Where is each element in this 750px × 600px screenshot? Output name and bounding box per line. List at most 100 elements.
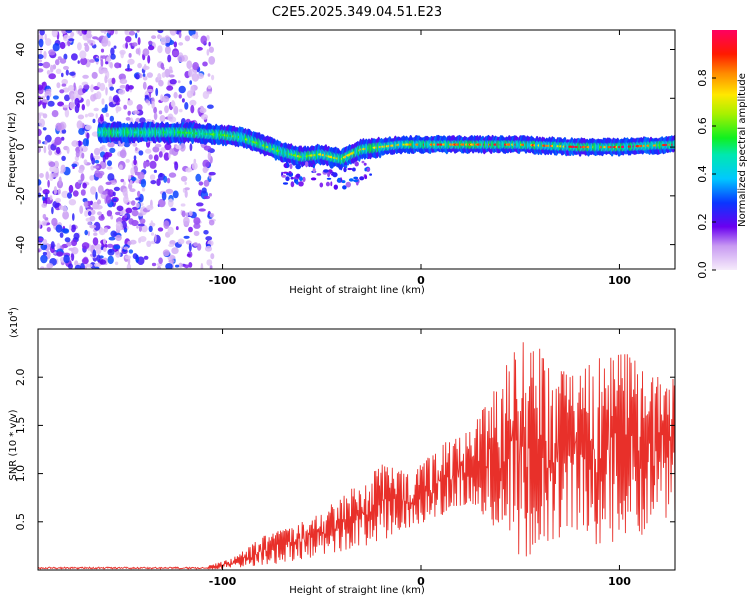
spectrogram-noise-cell bbox=[59, 232, 64, 238]
spectrogram-noise-cell bbox=[146, 204, 154, 211]
spectrogram-noise-cell bbox=[82, 182, 87, 189]
spectrogram-noise-cell bbox=[132, 253, 138, 260]
spectrogram-lobe-cell bbox=[361, 160, 365, 164]
spectrogram-noise-cell bbox=[174, 161, 179, 171]
spectrogram-noise-cell bbox=[79, 205, 84, 214]
spectrogram-noise-cell bbox=[152, 146, 160, 153]
spectrogram-noise-cell bbox=[137, 37, 141, 46]
spectrogram-noise-cell bbox=[97, 172, 103, 179]
spectrogram-noise-cell bbox=[148, 225, 153, 233]
spectrogram-noise-cell bbox=[126, 263, 132, 269]
spectrogram-noise-cell bbox=[142, 48, 150, 56]
spectrogram-noise-cell bbox=[133, 159, 137, 166]
spectrogram-lobe-cell bbox=[347, 167, 353, 171]
spectrogram-noise-cell bbox=[144, 94, 149, 98]
spectrogram-noise-cell bbox=[119, 149, 127, 159]
spectrogram-noise-cell bbox=[77, 114, 85, 120]
spectrogram-noise-cell bbox=[202, 61, 208, 67]
spectrogram-noise-cell bbox=[77, 30, 81, 34]
spectrogram-noise-cell bbox=[178, 262, 183, 268]
spectrogram-noise-cell bbox=[127, 99, 133, 106]
spectrogram-noise-cell bbox=[63, 65, 69, 70]
spectrogram-noise-cell bbox=[89, 175, 95, 181]
spectrogram-noise-cell bbox=[161, 72, 166, 78]
spectrogram-noise-cell bbox=[154, 233, 157, 243]
spectrogram-noise-cell bbox=[158, 257, 163, 265]
spectrogram-noise-cell bbox=[158, 110, 163, 115]
spectrogram-noise-cell bbox=[206, 259, 213, 266]
spectrogram-noise-cell bbox=[177, 238, 185, 245]
spectrogram-noise-cell bbox=[72, 190, 79, 197]
spectrogram-noise-cell bbox=[139, 236, 147, 242]
spectrogram-noise-cell bbox=[42, 251, 48, 256]
spectrogram-noise-cell bbox=[107, 142, 115, 148]
spectrogram-noise-cell bbox=[38, 68, 44, 73]
spectrogram-noise-cell bbox=[45, 171, 49, 181]
spectrogram-noise-cell bbox=[80, 189, 86, 196]
spectrogram-noise-cell bbox=[61, 104, 70, 108]
spectrogram-noise-cell bbox=[161, 191, 167, 201]
snr-x-axis-label: Height of straight line (km) bbox=[289, 585, 425, 596]
spectrogram-noise-cell bbox=[55, 68, 62, 75]
spectrogram-noise-cell bbox=[77, 42, 82, 51]
spectrogram-noise-cell bbox=[170, 207, 177, 212]
spectrogram-noise-cell bbox=[138, 212, 144, 217]
spectrogram-noise-cell bbox=[190, 85, 195, 94]
spectrogram-noise-cell bbox=[38, 38, 44, 48]
spectrogram-noise-cell bbox=[163, 220, 170, 230]
spectrogram-noise-cell bbox=[82, 74, 89, 79]
spectrogram-noise-cell bbox=[106, 166, 113, 170]
spectrogram-noise-cell bbox=[105, 61, 109, 65]
colorbar-tick-label: 0.6 bbox=[696, 117, 709, 135]
spectrogram-noise-cell bbox=[185, 167, 193, 173]
spectrogram-noise-cell bbox=[66, 146, 70, 154]
spectrogram-noise-cell bbox=[135, 147, 138, 151]
spectrogram-noise-cell bbox=[69, 102, 75, 108]
spectrogram-x-axis-label: Height of straight line (km) bbox=[289, 285, 425, 296]
spectrogram-noise-cell bbox=[128, 53, 132, 58]
spectrogram-noise-cell bbox=[83, 84, 90, 90]
spectrogram-noise-cell bbox=[175, 226, 179, 231]
spectrogram-noise-cell bbox=[193, 242, 199, 247]
snr-multiplier-close: ) bbox=[9, 307, 20, 311]
spectrogram-noise-cell bbox=[148, 45, 155, 51]
spectrogram-noise-cell bbox=[42, 61, 51, 69]
spectrogram-noise-cell bbox=[180, 175, 188, 182]
spectrogram-lobe-cell bbox=[326, 177, 332, 180]
spectrogram-noise-cell bbox=[93, 221, 101, 231]
spectrogram-lobe-cell bbox=[289, 163, 293, 170]
spectrogram-noise-cell bbox=[149, 174, 156, 181]
colorbar: 0.0 0.2 0.4 0.6 0.8 Normalized spectral ampl… bbox=[696, 30, 748, 279]
spectrogram-noise-cell bbox=[169, 255, 176, 260]
spectrogram-noise-cell bbox=[139, 117, 146, 124]
spectrogram-lobe-cell bbox=[310, 177, 317, 181]
spectrogram-noise-cell bbox=[72, 213, 75, 221]
spectrogram-noise-cell bbox=[112, 191, 116, 197]
spectrogram-noise-cell bbox=[153, 154, 159, 162]
spectrogram-noise-cell bbox=[70, 252, 75, 262]
spectrogram-noise-cell bbox=[92, 237, 99, 246]
colorbar-label: Normalized spectral amplitude bbox=[737, 73, 748, 227]
spectrogram-noise-cell bbox=[208, 56, 216, 65]
spectrogram-noise-cell bbox=[99, 113, 104, 122]
spectrogram-noise-cell bbox=[203, 179, 210, 187]
spectrogram-noise-cell bbox=[91, 157, 96, 165]
snr-multiplier: (x104) bbox=[7, 307, 20, 338]
spectrogram-noise-cell bbox=[119, 84, 127, 89]
spectrogram-noise-cell bbox=[157, 227, 164, 232]
spectrogram-noise-cell bbox=[49, 195, 53, 201]
spectrogram-y-axis-label: Frequency (Hz) bbox=[7, 112, 18, 188]
spectrogram-noise-cell bbox=[38, 54, 44, 60]
spectrogram-noise-cell bbox=[135, 48, 140, 55]
spectrogram-noise-cell bbox=[95, 91, 102, 100]
spectrogram-x-tick-label: 100 bbox=[608, 274, 631, 287]
spectrogram-noise-cell bbox=[191, 34, 199, 39]
spectrogram-noise-cell bbox=[207, 85, 212, 90]
spectrogram-noise-cell bbox=[43, 145, 47, 154]
spectrogram-noise-cell bbox=[143, 63, 147, 71]
spectrogram-lobe-cell bbox=[295, 173, 301, 178]
spectrogram-noise-cell bbox=[41, 220, 47, 226]
spectrogram-noise-cell bbox=[63, 53, 68, 60]
spectrogram-noise-cell bbox=[42, 113, 48, 119]
spectrogram-noise-cell bbox=[86, 132, 90, 139]
